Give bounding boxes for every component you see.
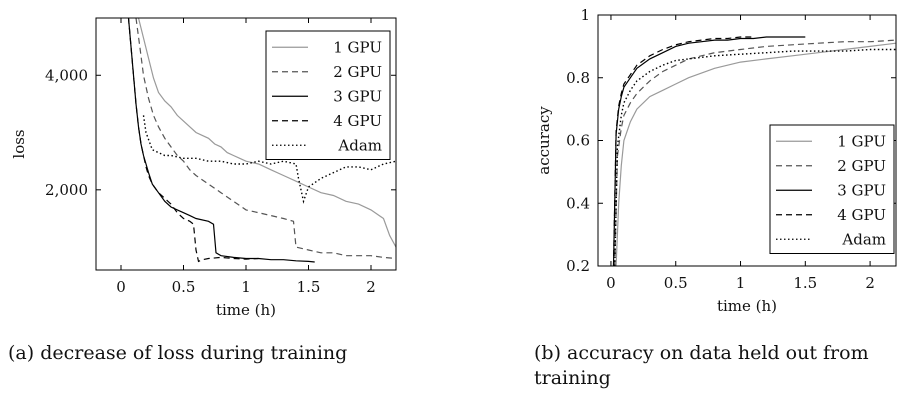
y-tick-label: 0.4: [566, 194, 590, 212]
x-tick-label: 0.5: [664, 274, 688, 292]
legend-label: 1 GPU: [837, 132, 886, 150]
x-tick-label: 1.5: [793, 274, 817, 292]
legend-box: [769, 124, 895, 254]
chart-loss: 0 0.5 1 1.5 2 2,000 4,000 time (h) loss 1 GPU 2 GP…: [8, 17, 397, 364]
series-group: [612, 36, 896, 266]
y-tick-label: 0.6: [566, 132, 590, 150]
chart-accuracy: 0 0.5 1 1.5 2 0.2 0.4 0.6 0.8 1 time (h) accuracy 1 …: [534, 6, 897, 389]
y-tick-label: 2,000: [45, 181, 88, 199]
series-line-1-gpu: [137, 18, 396, 248]
x-tick-label: 0: [116, 278, 126, 296]
series-line-adam: [614, 48, 896, 266]
legend-label: 2 GPU: [837, 157, 886, 175]
legend-label: 1 GPU: [333, 38, 382, 56]
x-tick-label: 1: [241, 278, 251, 296]
y-tick-label: 0.2: [566, 257, 590, 275]
legend-label: 3 GPU: [333, 87, 382, 105]
series-line-1-gpu: [615, 42, 896, 266]
y-tick-label: 4,000: [45, 66, 88, 84]
x-tick-label: 2: [865, 274, 875, 292]
y-tick-label: 1: [580, 6, 590, 24]
legend-box: [265, 30, 391, 160]
y-axis-label: loss: [10, 129, 28, 158]
series-group: [127, 18, 396, 263]
legend-label: 2 GPU: [333, 63, 382, 81]
series-line-3-gpu: [612, 36, 806, 266]
series-line-2-gpu: [614, 39, 896, 266]
legend: 1 GPU 2 GPU 3 GPU 4 GPU Adam: [769, 124, 895, 254]
legend: 1 GPU 2 GPU 3 GPU 4 GPU Adam: [265, 30, 391, 160]
y-tick-label: 0.8: [566, 69, 590, 87]
figure-caption: (b) accuracy on data held out from traini…: [534, 342, 869, 389]
x-tick-label: 0.5: [172, 278, 196, 296]
legend-label: 4 GPU: [333, 112, 382, 130]
x-tick-label: 1.5: [297, 278, 321, 296]
series-line-adam: [142, 115, 396, 204]
y-axis-label: accuracy: [535, 106, 553, 175]
x-axis-label: time (h): [216, 301, 276, 319]
x-tick-label: 2: [366, 278, 376, 296]
series-line-2-gpu: [135, 18, 396, 260]
series-line-4-gpu: [127, 18, 259, 263]
legend-label: 4 GPU: [837, 206, 886, 224]
x-tick-label: 1: [736, 274, 746, 292]
legend-label: Adam: [337, 136, 382, 154]
legend-label: 3 GPU: [837, 181, 886, 199]
x-axis-label: time (h): [717, 297, 777, 315]
series-line-4-gpu: [612, 36, 754, 266]
x-tick-label: 0: [606, 274, 616, 292]
legend-label: Adam: [841, 230, 886, 248]
figure-caption: (a) decrease of loss during training: [8, 342, 347, 364]
